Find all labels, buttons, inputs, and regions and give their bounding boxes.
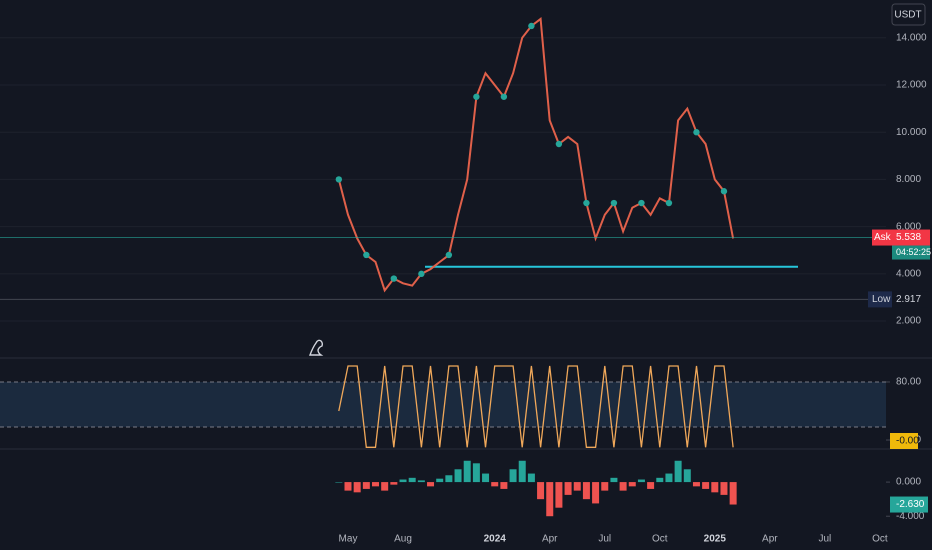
histogram-bar	[702, 482, 710, 489]
histogram-bar	[417, 480, 425, 483]
histogram-bar	[527, 473, 535, 483]
histogram-bar	[362, 482, 370, 489]
signal-dot	[555, 140, 563, 148]
logo	[308, 339, 324, 356]
histogram-bar	[390, 482, 398, 485]
signal-dot	[638, 199, 645, 207]
signal-dot	[528, 22, 535, 30]
signal-dot	[693, 129, 700, 136]
value-label: -2.630	[896, 499, 925, 510]
histogram-bar	[408, 477, 416, 483]
y-tick-label: 14.000	[896, 32, 927, 43]
x-tick-label: 2025	[704, 534, 727, 545]
y-tick-label: 0.000	[896, 477, 921, 488]
ask-tag	[872, 229, 892, 246]
histogram-bar	[573, 482, 581, 491]
signal-dot	[390, 275, 398, 282]
low-tag-text: Low	[872, 294, 891, 305]
low-value: 2.917	[896, 294, 921, 305]
x-tick-label: May	[339, 534, 358, 545]
histogram-bar	[500, 482, 508, 489]
signal-dot	[445, 251, 453, 259]
histogram-bar	[546, 482, 554, 517]
current-label: -0.00	[896, 436, 919, 447]
histogram-bar	[711, 482, 719, 493]
histogram-bar	[582, 482, 590, 500]
histogram-bar	[656, 477, 664, 483]
histogram-bar	[674, 460, 682, 483]
histogram-bar	[509, 469, 517, 483]
histogram-bar	[491, 482, 499, 487]
histogram-bar	[344, 482, 352, 491]
y-tick-label: 4.000	[896, 268, 921, 279]
histogram-bar	[683, 469, 691, 483]
ask-tag-text: Ask	[874, 232, 892, 243]
low-tag	[868, 291, 892, 308]
histogram-bar	[353, 482, 361, 493]
x-tick-label: Jul	[598, 534, 611, 545]
signal-dot	[583, 199, 590, 207]
signal-dot	[473, 93, 480, 100]
last-price: 5.538	[896, 232, 921, 243]
histogram-bar	[610, 477, 618, 483]
price-box	[892, 229, 930, 246]
x-tick-label: 2024	[484, 534, 507, 545]
y-tick-label: 6.000	[896, 221, 921, 232]
y-tick-label: 10.000	[896, 127, 927, 138]
x-tick-label: Apr	[542, 534, 558, 545]
low-box	[892, 291, 928, 308]
histogram-bar	[592, 482, 600, 504]
y-tick-label: 12.000	[896, 80, 927, 91]
histogram-bar	[720, 482, 728, 495]
histogram-bar	[335, 482, 343, 483]
currency-label: USDT	[894, 10, 921, 21]
histogram-bar	[472, 463, 480, 483]
y-tick-label: 8.000	[896, 174, 921, 185]
histogram-bar	[482, 473, 490, 483]
x-tick-label: Jul	[818, 534, 831, 545]
signal-dot	[665, 199, 673, 207]
histogram-bar	[381, 482, 389, 491]
histogram-bar	[619, 482, 627, 491]
histogram-bar	[518, 460, 526, 483]
value-tag	[890, 496, 928, 513]
histogram-bar	[537, 482, 545, 500]
y-tick-label: 2.000	[896, 316, 921, 327]
histogram-bar	[427, 482, 435, 487]
histogram-bar	[399, 479, 407, 483]
y-tick-label: -4.000	[896, 511, 925, 522]
histogram-bar	[463, 460, 471, 483]
histogram-bar	[454, 469, 462, 483]
x-tick-label: Apr	[762, 534, 778, 545]
current-tag	[890, 433, 918, 449]
countdown: 04:52:25	[896, 247, 931, 257]
histogram-bar	[647, 482, 655, 489]
histogram-bar	[436, 478, 444, 483]
y-tick-label: 80.00	[896, 377, 921, 388]
histogram-bar	[628, 482, 636, 487]
x-tick-label: Oct	[872, 534, 888, 545]
histogram-bar	[555, 482, 563, 508]
x-tick-label: Oct	[652, 534, 668, 545]
histogram-bar	[665, 473, 673, 483]
histogram-bar	[372, 482, 380, 487]
series-line	[338, 365, 734, 448]
signal-dot	[418, 270, 425, 278]
histogram-bar	[692, 482, 700, 487]
histogram-bar	[601, 482, 609, 491]
countdown-box	[892, 245, 930, 260]
histogram-bar	[729, 482, 737, 505]
signal-dot	[720, 188, 728, 195]
signal-dot	[335, 176, 343, 183]
histogram-bar	[637, 479, 645, 483]
signal-dot	[363, 251, 370, 259]
signal-dot	[500, 93, 508, 100]
x-tick-label: Aug	[394, 534, 412, 545]
histogram-bar	[564, 482, 572, 495]
signal-dot	[610, 199, 618, 207]
histogram-bar	[445, 475, 453, 483]
currency-button[interactable]	[891, 3, 926, 26]
